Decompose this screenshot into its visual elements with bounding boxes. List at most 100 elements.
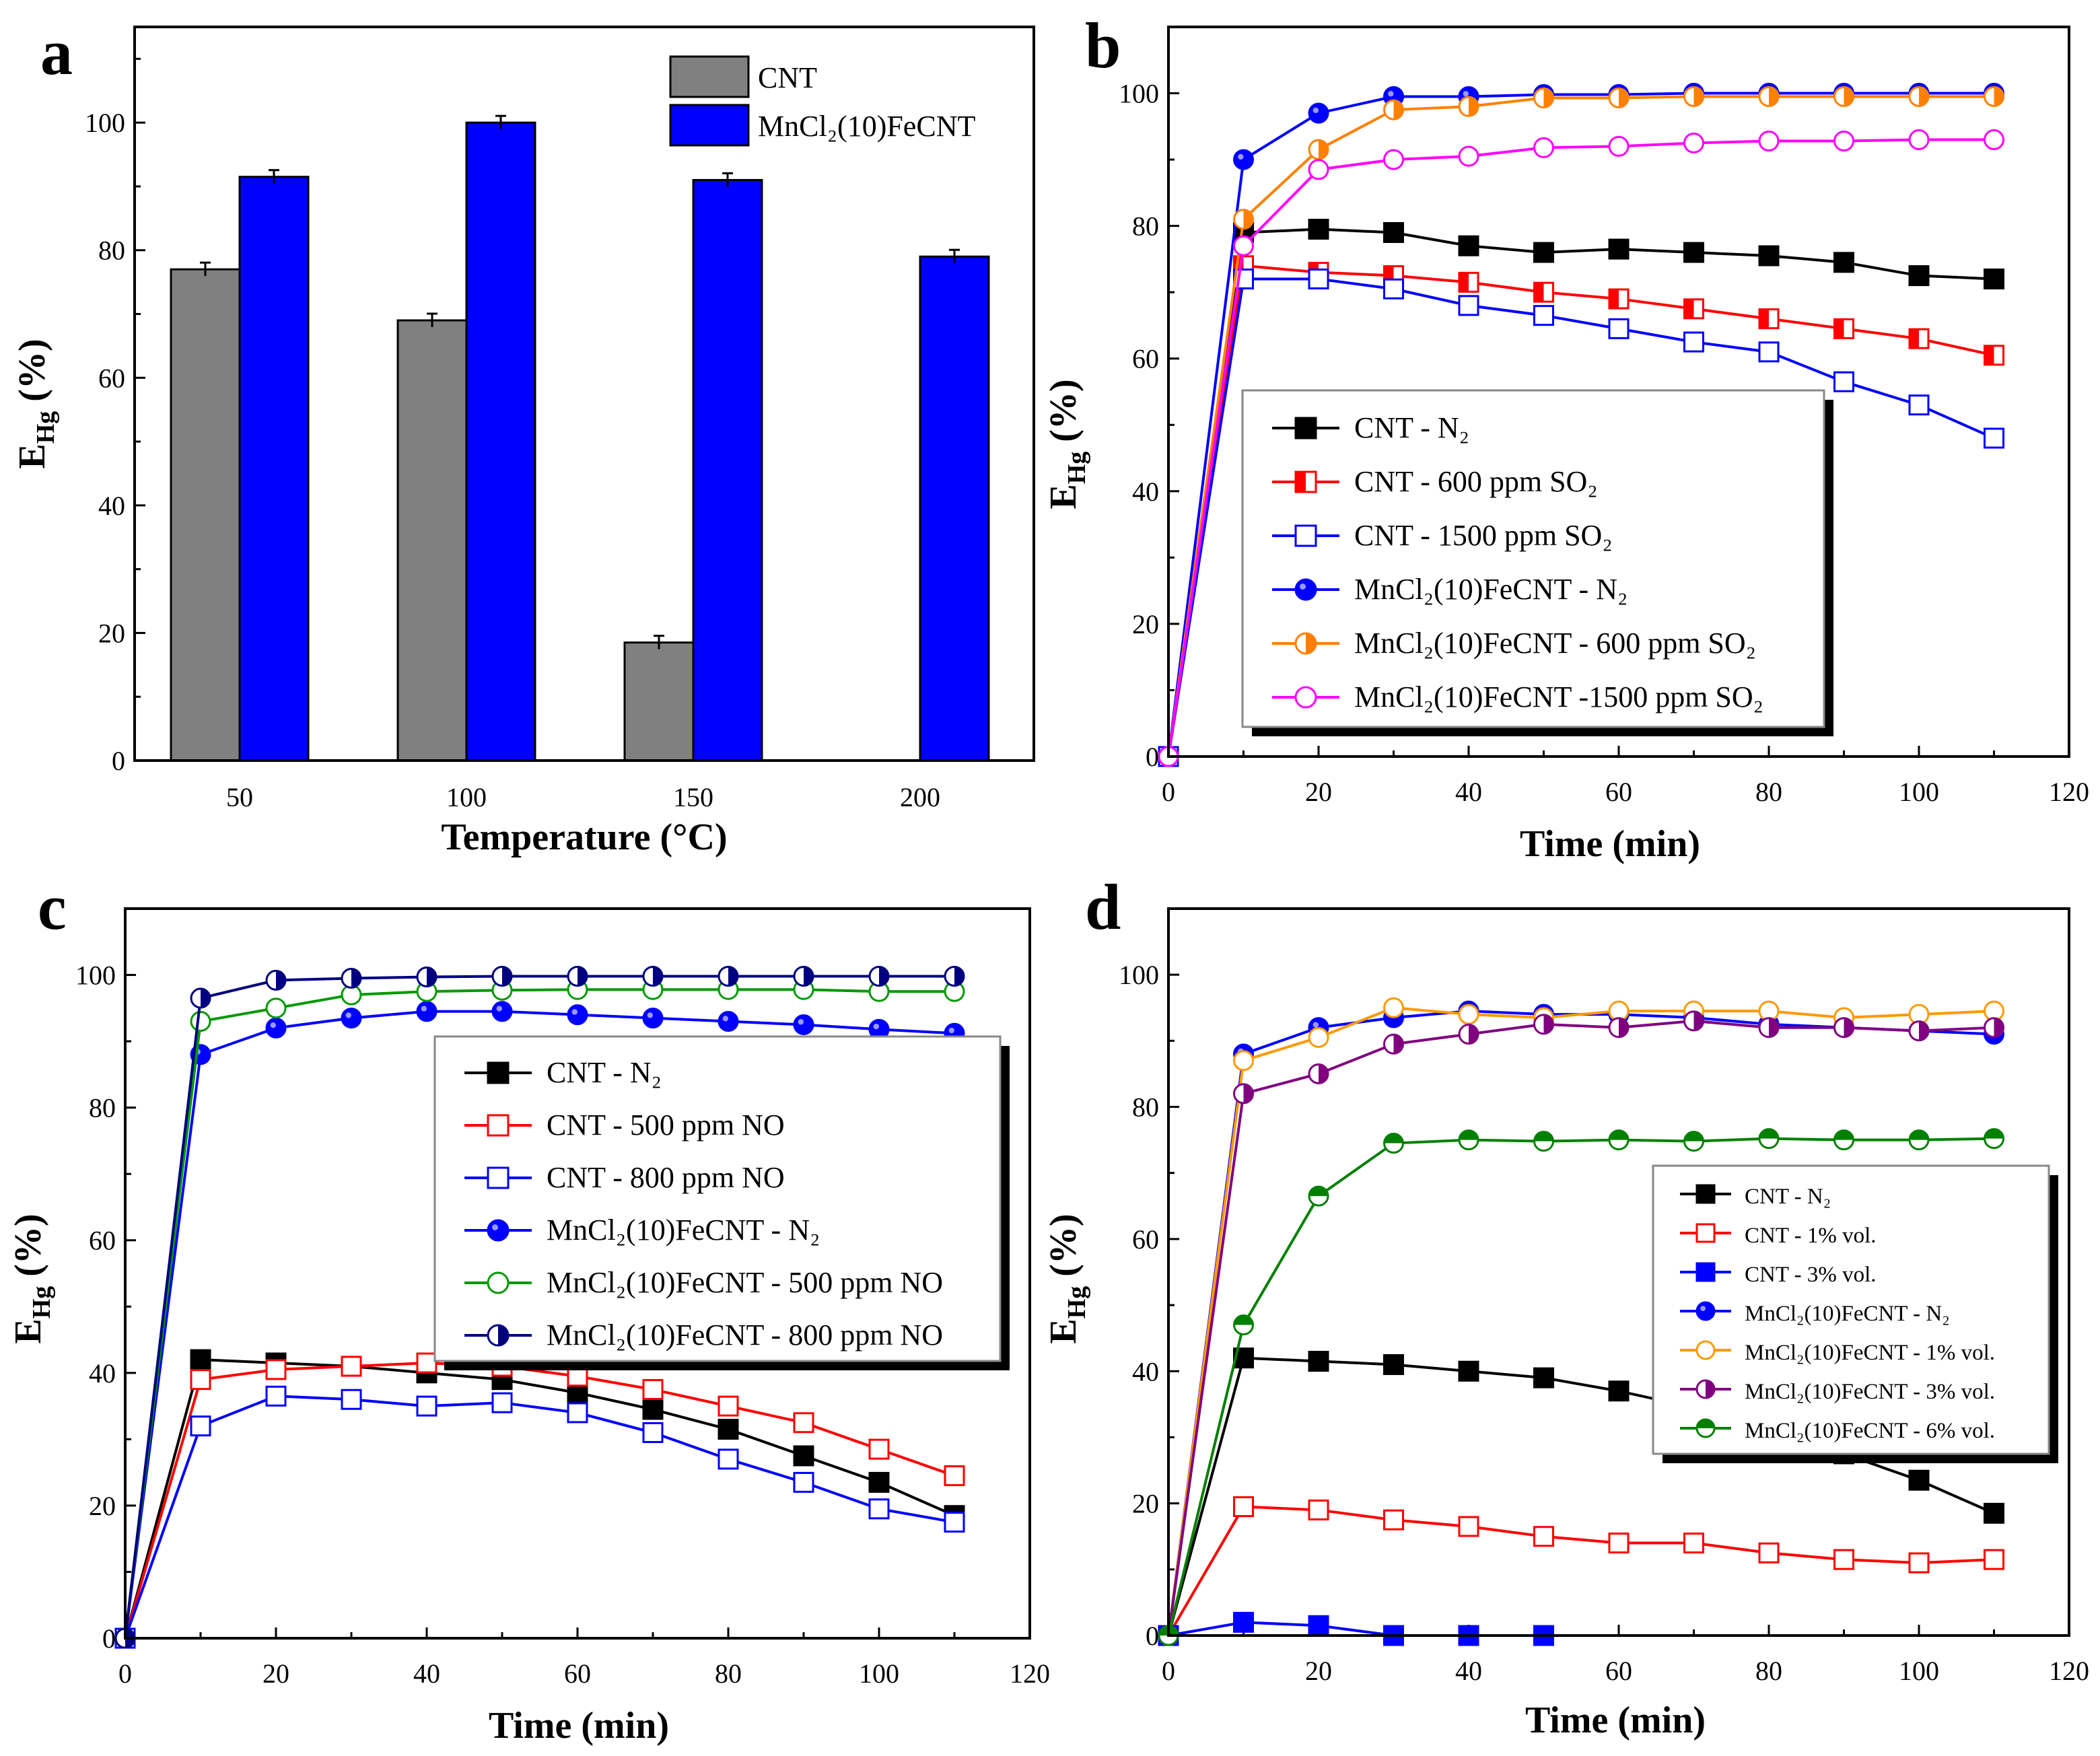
point-d-0 [1533,1367,1554,1389]
point-c-5-half [879,967,889,986]
x-tick-label: 0 [1162,1656,1175,1686]
legend-marker-highlight [1300,584,1306,590]
series-line-d-4 [1167,1006,1994,1636]
x-tick-label: 120 [2049,777,2089,807]
point-d-4 [1233,1050,1254,1072]
point-c-3 [416,1001,438,1022]
point-b-2 [1683,331,1704,353]
legend-swatch [669,104,750,147]
point-b-0 [1908,265,1930,287]
series-line-c-0 [124,1358,955,1639]
point-c-5-half [502,967,512,986]
x-axis-title: Time (min) [1525,1699,1706,1741]
y-axis-title-tail: (%) [1043,1214,1084,1286]
point-d-0 [1984,1502,2004,1524]
point-d-1 [1308,1499,1329,1520]
point-c-5-half [653,967,663,986]
point-c-0 [793,1445,814,1467]
point-b-5 [1984,129,2004,151]
y-tick-label: 80 [98,236,125,266]
y-tick-label: 0 [102,1623,116,1654]
y-axis-title: EHg (%) [1043,1214,1091,1343]
y-axis-title-main: E [11,444,53,468]
point-b-5 [1308,159,1329,180]
point-c-2 [567,1402,588,1424]
point-b-3 [1308,102,1329,124]
y-axis-title-main: E [1043,484,1084,509]
legend-marker-half [1697,1419,1714,1428]
legend-label: CNT - N₂ [547,1056,662,1089]
x-tick-label: 100 [859,1658,899,1689]
legend-marker [1695,1223,1716,1243]
y-axis-title-tail: (%) [11,339,53,411]
y-tick-label: 20 [89,1491,116,1521]
point-d-1 [1383,1509,1404,1531]
point-b-1-half [1459,273,1469,292]
point-b-2 [1308,268,1329,289]
y-tick-label: 60 [1132,1224,1159,1255]
legend-marker-half [1706,1380,1714,1398]
point-c-2 [265,1385,287,1407]
point-d-0 [1308,1351,1329,1372]
point-c-2 [416,1395,438,1417]
bar-a-1-3 [919,255,990,762]
x-tick-label: 80 [715,1658,742,1689]
point-d-1 [1683,1533,1704,1554]
legend-marker-half [1296,472,1306,492]
plot-frame [124,907,1031,1640]
point-b-0 [1458,235,1479,256]
x-tick-label: 50 [226,782,253,812]
y-axis-title-tail: (%) [7,1214,49,1286]
y-axis-title-sub: Hg [1063,452,1091,485]
x-tick-label: 60 [1605,1656,1632,1686]
legend-label: CNT - N₂ [1745,1185,1831,1209]
point-c-3 [265,1017,287,1039]
point-c-5-half [427,967,437,987]
point-d-3-highlight [1312,1022,1319,1028]
panel-letter: b [1085,9,1121,81]
point-b-4-half [1469,97,1478,116]
point-b-5 [1533,137,1554,158]
series-line-c-2 [124,1395,955,1639]
panel-letter: d [1085,871,1121,943]
legend-marker [487,1271,510,1294]
panel-letter: c [38,871,67,943]
point-b-0 [1833,252,1854,273]
point-c-3-highlight [948,1027,955,1034]
y-tick-label: 60 [1132,344,1159,374]
point-d-4 [1383,997,1404,1018]
x-tick-label: 120 [2049,1656,2089,1686]
y-axis-title-main: E [1043,1319,1084,1343]
y-axis-title: EHg (%) [11,339,60,468]
point-c-1 [416,1352,438,1374]
x-axis-title: Temperature (°C) [441,816,727,858]
point-b-4-half [1994,87,2004,106]
point-c-5-half [276,971,285,990]
point-c-5-half [351,969,361,988]
point-c-3-highlight [571,1009,578,1015]
point-b-1-half [1759,309,1769,328]
point-b-1-half [1534,283,1544,302]
point-c-0 [190,1349,211,1370]
plot-frame [133,26,1035,762]
point-d-6-half [1684,1131,1704,1142]
point-b-2 [1758,341,1780,363]
legend-marker [1695,1340,1716,1360]
x-tick-label: 0 [1162,777,1175,807]
point-c-3 [341,1008,362,1029]
point-d-5-half [1769,1018,1778,1037]
point-c-3-highlight [270,1022,276,1028]
point-b-1-half [1609,289,1619,309]
series-line-c-3 [124,1010,955,1639]
legend-label: MnCl₂(10)FeCNT - 500 ppm NO [547,1266,943,1299]
plot-frame [1167,907,2070,1637]
legend-label: MnCl₂(10)FeCNT -1500 ppm SO₂ [1354,680,1763,713]
point-d-6-half [1910,1130,1928,1140]
y-axis-title: EHg (%) [1043,379,1091,509]
legend-marker-half [1306,633,1316,654]
x-tick-label: 80 [1755,1656,1782,1686]
point-d-6-half [1234,1315,1253,1325]
y-tick-label: 40 [1132,477,1159,507]
series-line-d-2 [1168,1621,1544,1637]
point-b-1-half [1910,329,1919,349]
